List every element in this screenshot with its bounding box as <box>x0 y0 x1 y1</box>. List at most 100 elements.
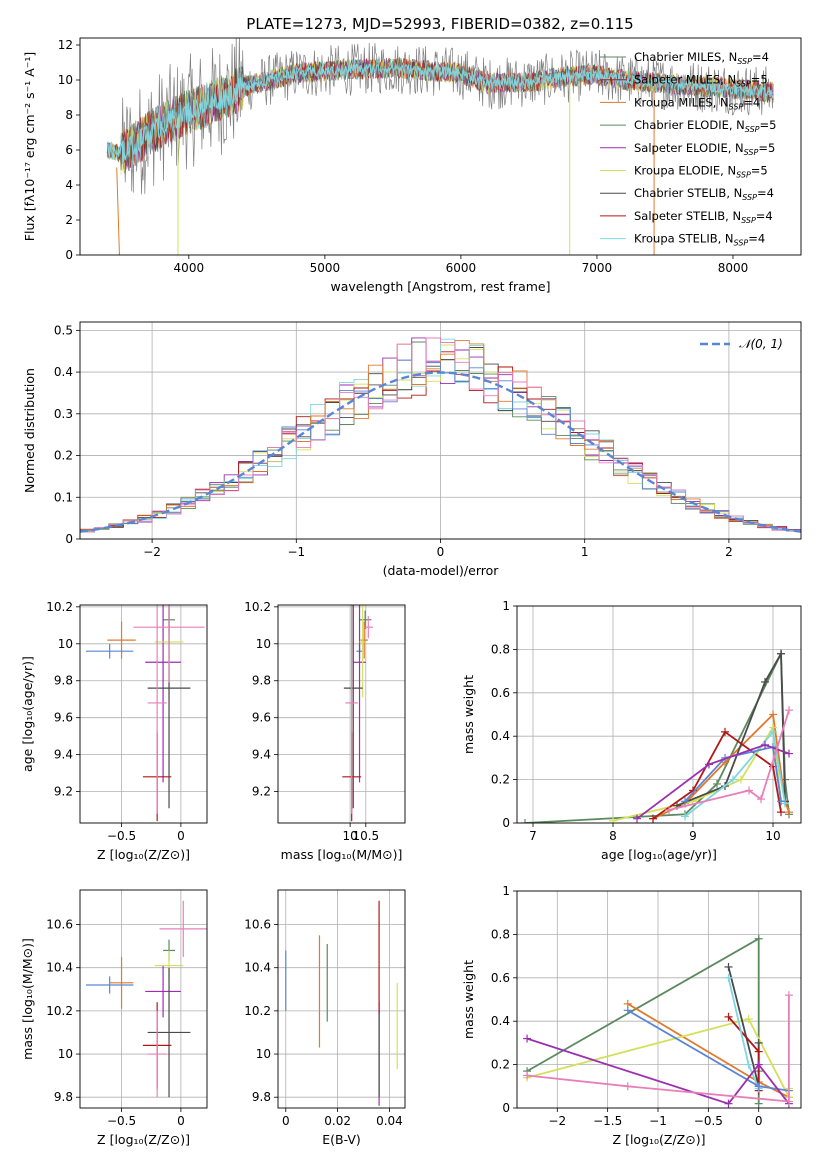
panel-age_vs_Z: −0.5 0 9.2 9.4 9.6 9.8 10 10.2 Z [log₁₀(Z/Z⊙)] ag… <box>20 600 208 862</box>
y-tick-label: 9.8 <box>252 1090 271 1104</box>
y-axis-label: mass weight <box>461 960 476 1039</box>
y-tick-label: 0.1 <box>54 490 73 504</box>
series-marker <box>523 1034 532 1043</box>
y-tick-label: 9.4 <box>252 748 271 762</box>
data-point <box>159 900 207 957</box>
axes-frame <box>79 321 802 540</box>
y-tick-label: 0.2 <box>491 773 510 787</box>
x-tick-label: 10 <box>765 829 780 843</box>
y-tick-label: 0 <box>502 1101 510 1115</box>
y-tick-label: 0.4 <box>54 365 73 379</box>
x-axis-label: mass [log₁₀(M/M⊙)] <box>281 847 403 862</box>
series-marker <box>521 819 529 823</box>
series-marker <box>757 795 765 804</box>
y-tick-label: 9.2 <box>54 785 73 799</box>
y-axis-label: mass weight <box>461 675 476 754</box>
y-tick-label: 0 <box>65 532 73 546</box>
spectrum-spike <box>116 167 120 255</box>
x-tick-label: −0.5 <box>107 1114 136 1128</box>
y-tick-label: 0.6 <box>491 971 510 985</box>
y-tick-label: 1 <box>502 599 510 613</box>
data-point <box>107 621 136 659</box>
series-marker <box>633 814 641 823</box>
x-tick-label: −1.5 <box>593 1114 622 1128</box>
plot-area <box>85 900 207 1098</box>
x-tick-label: 0.02 <box>324 1114 351 1128</box>
series-marker <box>754 934 763 943</box>
y-tick-label: 10.2 <box>244 600 271 614</box>
legend-entry: Chabrier STELIB, NSSP=4 <box>634 186 774 202</box>
y-tick-label: 9.8 <box>252 674 271 688</box>
series-line <box>684 745 782 802</box>
series-line <box>668 709 790 811</box>
y-tick-label: 0 <box>65 248 73 262</box>
y-tick-label: 0.3 <box>54 407 73 421</box>
y-tick-label: 10.2 <box>46 600 73 614</box>
series-line <box>652 712 790 820</box>
x-tick-label: 5000 <box>310 261 341 275</box>
legend-entry: 𝒩(0, 1) <box>739 337 783 351</box>
x-tick-label: 8 <box>609 829 617 843</box>
y-tick-label: 0.6 <box>491 686 510 700</box>
x-tick-label: 0.04 <box>376 1114 403 1128</box>
plot-area <box>85 605 205 822</box>
y-tick-label: 1 <box>502 884 510 898</box>
data-point <box>360 621 368 659</box>
y-tick-label: 0.4 <box>491 1014 510 1028</box>
plot-area <box>521 649 793 823</box>
y-tick-label: 10.4 <box>244 961 271 975</box>
panel-massweight_vs_Z: −2 −1.5 −1 −0.5 0 0 0.2 0.4 0.6 0.8 1 Z [log₁₀(Z/Z⊙… <box>461 884 802 1147</box>
series-marker <box>681 812 689 821</box>
data-point <box>147 1010 167 1098</box>
series-marker <box>744 1015 753 1024</box>
panel-massweight_vs_age: 7 8 9 10 0 0.2 0.4 0.6 0.8 1 age [log₁₀(age/yr)] ma… <box>461 599 802 862</box>
axes-frame <box>79 37 802 256</box>
series-line <box>526 1037 790 1105</box>
x-tick-label: 7000 <box>582 261 613 275</box>
series-marker <box>785 706 793 715</box>
series-marker <box>754 1038 763 1047</box>
panel-mass_vs_ebv: 0 0.02 0.04 9.8 10 10.2 10.4 10.6 E(B-V) <box>244 889 406 1147</box>
series-line <box>527 995 790 1103</box>
data-point <box>363 616 374 639</box>
series-marker <box>769 710 777 719</box>
x-tick-label: −0.5 <box>107 829 136 843</box>
series-marker <box>713 779 721 788</box>
series-marker <box>754 1047 763 1056</box>
data-point <box>147 967 191 1098</box>
axes-frame <box>516 890 802 1109</box>
y-tick-label: 0.8 <box>491 927 510 941</box>
legend-entry: Kroupa ELODIE, NSSP=5 <box>634 164 768 180</box>
x-tick-label: 0 <box>437 545 445 559</box>
y-tick-label: 9.2 <box>252 785 271 799</box>
series-marker <box>729 775 737 784</box>
y-tick-label: 10.6 <box>46 918 73 932</box>
series-marker <box>737 775 745 784</box>
x-tick-label: 9 <box>689 829 697 843</box>
series-line <box>727 966 760 1087</box>
x-tick-label: 0 <box>282 1114 290 1128</box>
plot-area <box>523 934 793 1108</box>
figure-title: PLATE=1273, MJD=52993, FIBERID=0382, z=0… <box>246 15 633 33</box>
x-tick-label: 4000 <box>174 261 205 275</box>
data-point <box>145 605 181 783</box>
data-point <box>109 956 134 1009</box>
data-point <box>147 605 167 814</box>
panel-mass_vs_Z: −0.5 0 9.8 10 10.2 10.4 10.6 Z [log₁₀(Z/Z⊙)] mas… <box>20 889 208 1147</box>
y-tick-label: 0 <box>502 816 510 830</box>
data-point <box>358 610 372 630</box>
data-point <box>85 976 134 994</box>
x-axis-label: Z [log₁₀(Z/Z⊙)] <box>613 1132 706 1147</box>
y-tick-label: 8 <box>65 108 73 122</box>
y-axis-label: mass [log₁₀(M/M⊙)] <box>20 938 35 1060</box>
y-tick-label: 6 <box>65 143 73 157</box>
series-marker <box>761 740 769 749</box>
y-tick-label: 2 <box>65 213 73 227</box>
legend-entry: Chabrier MILES, NSSP=4 <box>634 50 769 66</box>
y-tick-label: 4 <box>65 178 73 192</box>
series-marker <box>681 797 689 806</box>
data-point <box>147 605 191 809</box>
spectrum-legend: Chabrier MILES, NSSP=4 Salpeter MILES, NS… <box>600 50 776 248</box>
series-marker <box>784 1097 793 1106</box>
series-marker <box>665 805 673 814</box>
